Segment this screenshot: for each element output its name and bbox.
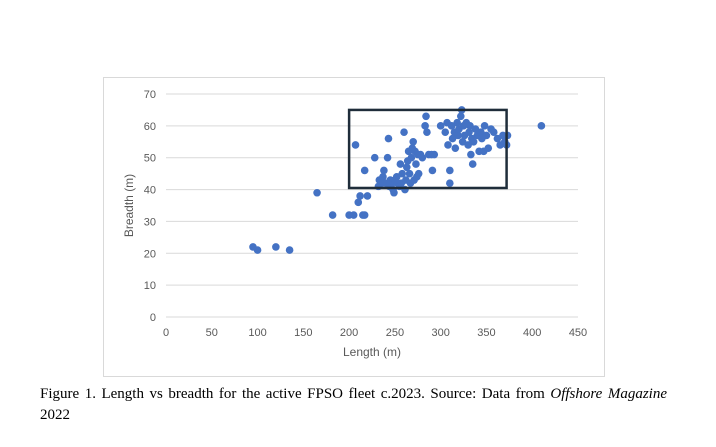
data-point [360,211,369,219]
data-point [465,128,473,137]
scatter-plot: 0 10 20 30 40 50 60 70 0 50 100 150 200 250 300 350 400… [122,89,587,359]
y-tick-label: 50 [144,153,156,165]
data-point [418,153,427,162]
x-tick-label: 50 [206,327,218,339]
data-point [384,134,393,143]
data-point [477,128,485,137]
data-point [328,211,337,219]
x-tick-label: 150 [294,327,312,339]
data-point [422,112,430,121]
data-point [396,160,405,168]
chart-frame: 0 10 20 30 40 50 60 70 0 50 100 150 200 250 300 350 400… [103,77,605,377]
x-tick-labels: 0 50 100 150 200 250 300 350 400 450 [163,327,587,339]
data-point [379,173,387,181]
data-points [249,106,546,254]
data-point [421,122,429,130]
y-tick-label: 40 [144,185,156,197]
data-point [489,128,498,137]
data-point [458,137,467,146]
x-tick-label: 350 [477,327,495,339]
highlight-box [347,108,508,190]
x-tick-label: 300 [431,327,449,339]
data-point [272,243,280,251]
data-point [398,169,407,178]
data-point [409,137,418,146]
data-point [471,125,480,133]
data-point [400,128,408,137]
x-tick-label: 100 [248,327,266,339]
data-point [390,188,398,197]
y-tick-label: 10 [144,280,156,292]
figure-caption: Figure 1. Length vs breadth for the acti… [40,384,667,426]
data-point [414,169,423,178]
caption-text: Figure 1. Length vs breadth for the acti… [40,386,551,402]
caption-source-italic: Offshore Magazine [550,386,668,402]
data-point [467,150,475,159]
data-point [446,179,454,187]
data-point [493,134,502,143]
data-point [428,166,437,175]
data-point [444,141,452,149]
data-point [464,141,472,149]
data-point [351,141,360,149]
data-point [451,144,460,152]
y-tick-labels: 0 10 20 30 40 50 60 70 [144,89,156,324]
x-axis-label: Length (m) [343,345,401,359]
data-point [482,131,491,140]
data-point [363,192,372,200]
data-point [370,153,379,162]
data-point [423,128,431,137]
data-point [436,122,445,130]
y-tick-label: 60 [144,121,156,133]
data-point [480,122,489,130]
x-tick-label: 0 [163,327,169,339]
data-point [441,128,450,137]
data-point [405,169,414,178]
y-axis-label: Breadth (m) [122,174,136,237]
data-point [453,118,461,127]
y-tick-label: 0 [150,312,156,324]
data-point [457,112,465,121]
data-point [360,166,369,175]
data-point [468,160,477,168]
data-point [380,166,388,175]
data-point [469,137,478,146]
x-tick-label: 250 [386,327,404,339]
data-point [349,211,358,219]
data-point [392,173,401,181]
data-point [313,188,321,197]
x-tick-label: 400 [523,327,541,339]
data-point [448,134,457,143]
data-point [484,144,493,152]
y-tick-label: 30 [144,216,156,228]
gridlines [166,93,578,318]
data-point [466,122,474,130]
data-point [447,122,456,130]
data-point [356,192,364,200]
data-point [412,160,420,168]
data-point [253,246,262,254]
y-tick-label: 70 [144,89,156,101]
x-tick-label: 200 [340,327,358,339]
data-point [354,198,363,207]
data-point [430,150,439,159]
data-point [285,246,294,254]
y-tick-label: 20 [144,248,156,260]
data-point [454,131,462,140]
x-tick-label: 450 [569,327,587,339]
data-point [446,166,454,175]
data-point [402,163,411,172]
data-point [537,122,546,130]
data-point [407,153,416,162]
data-point [383,153,392,162]
caption-year: 2022 [40,407,70,423]
